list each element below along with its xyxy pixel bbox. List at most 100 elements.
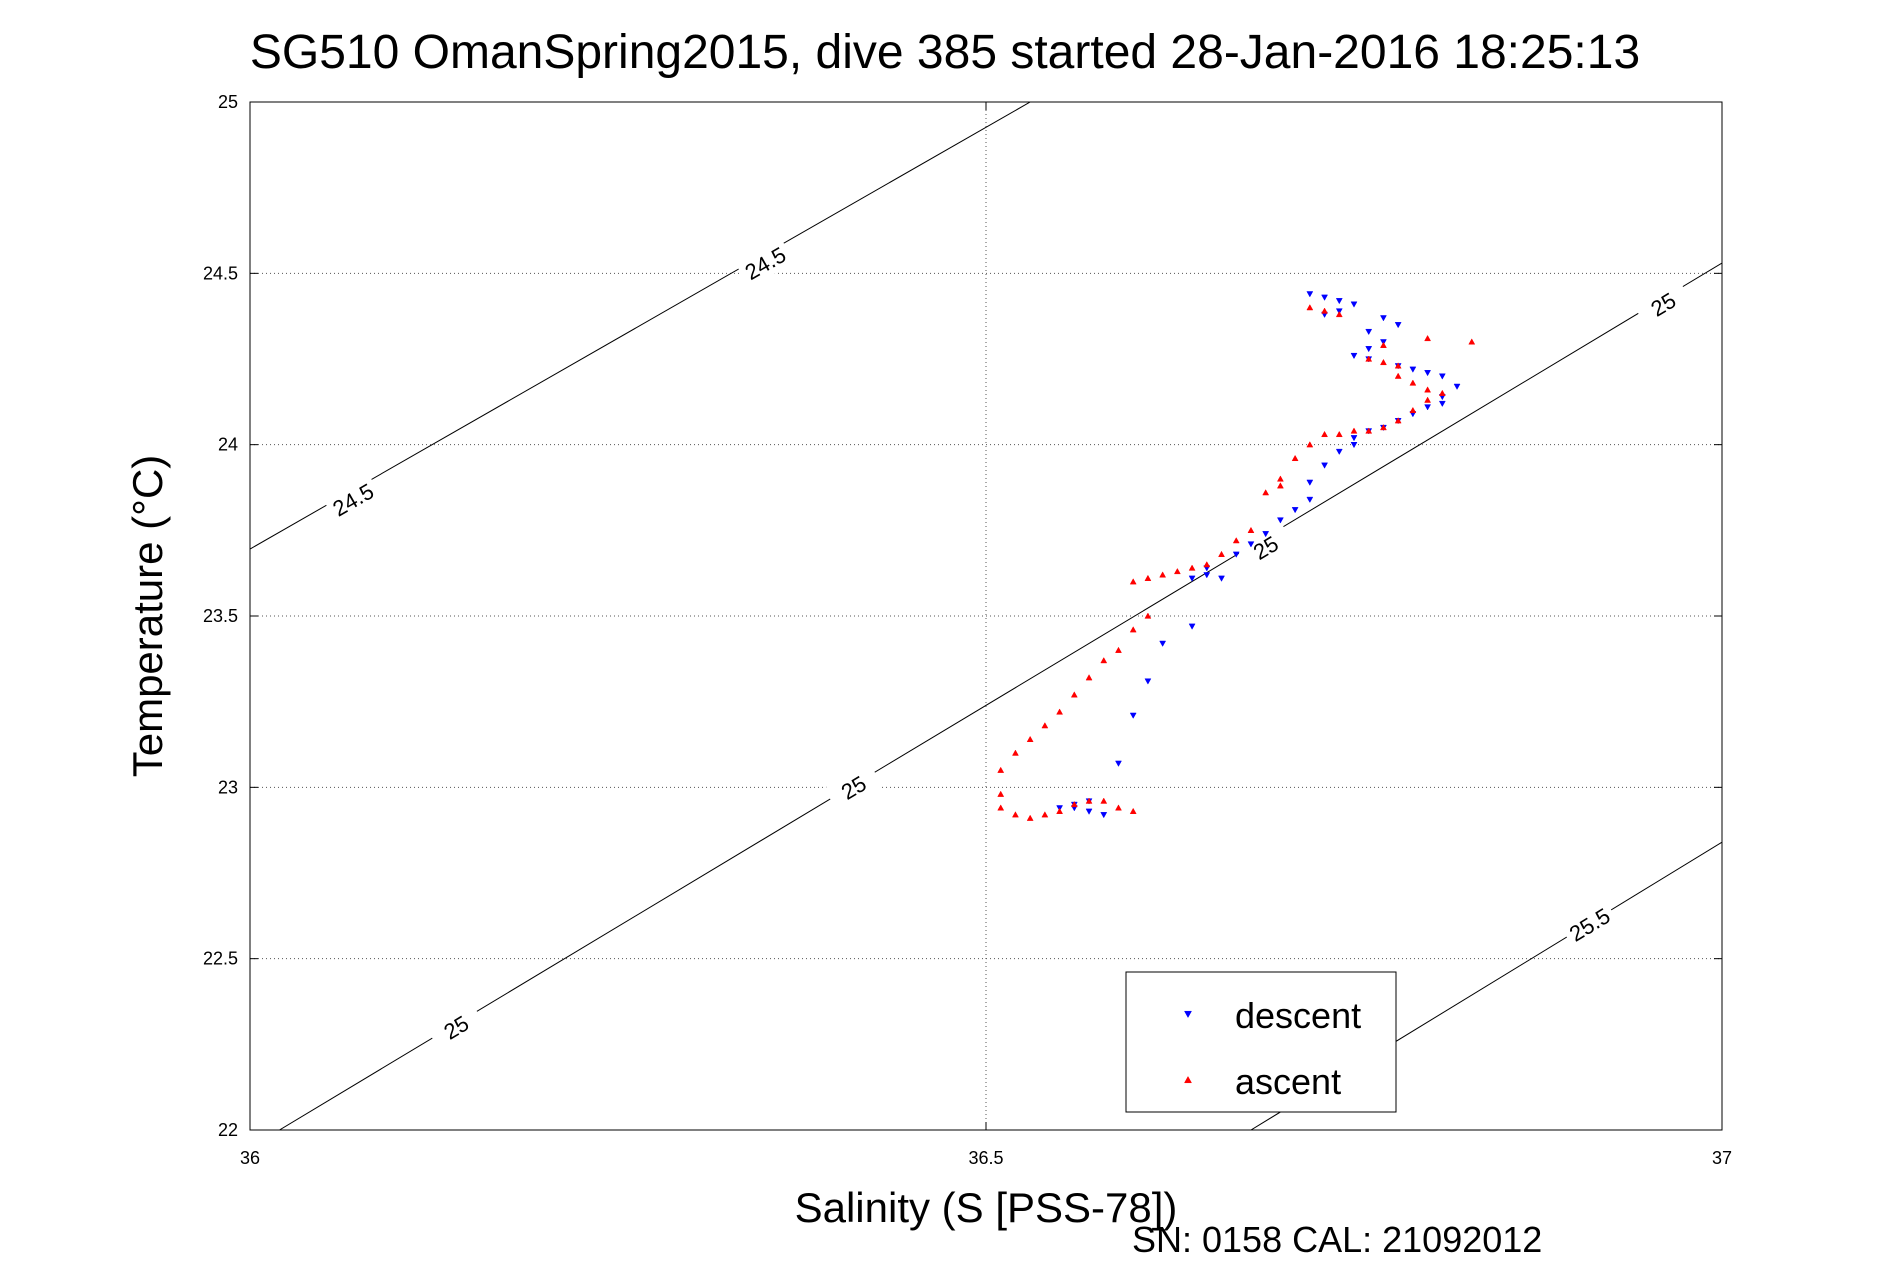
ascent-point bbox=[1247, 526, 1255, 533]
ascent-point bbox=[1115, 804, 1122, 811]
descent-point bbox=[1335, 448, 1343, 456]
x-axis-label: Salinity (S [PSS-78]) bbox=[795, 1184, 1178, 1231]
contour-label-mask bbox=[1633, 278, 1693, 330]
ascent-point bbox=[1218, 550, 1225, 557]
y-tick-label: 24 bbox=[218, 435, 238, 455]
descent-point bbox=[1365, 346, 1373, 353]
data-points bbox=[997, 291, 1476, 821]
descent-point bbox=[1129, 712, 1137, 719]
ascent-point bbox=[1115, 646, 1122, 653]
legend-marker-descent bbox=[1184, 1010, 1192, 1019]
ascent-point bbox=[1203, 561, 1211, 568]
ascent-point bbox=[997, 766, 1005, 773]
axis-ticks: 36 36.5 37 22 22.5 23 23.5 24 24.5 25 bbox=[203, 92, 1732, 1168]
y-tick-label: 22 bbox=[218, 1120, 238, 1140]
descent-point bbox=[1380, 315, 1387, 322]
descent-point bbox=[1321, 294, 1328, 301]
descent-point bbox=[1424, 370, 1432, 377]
contour-label-mask bbox=[426, 1001, 486, 1053]
isopycnal-line bbox=[279, 262, 1722, 1130]
ascent-point bbox=[1438, 389, 1446, 396]
descent-point bbox=[1350, 352, 1358, 360]
descent-point bbox=[1409, 366, 1417, 373]
ascent-point bbox=[1012, 811, 1019, 818]
descent-point bbox=[1365, 328, 1373, 336]
legend-label-ascent: ascent bbox=[1235, 1061, 1341, 1102]
ascent-point bbox=[1394, 417, 1402, 424]
ascent-point bbox=[1335, 430, 1343, 438]
isopycnal-line bbox=[250, 102, 1031, 550]
series-descent bbox=[1056, 291, 1461, 819]
y-axis-label: Temperature (°C) bbox=[124, 455, 171, 778]
ascent-point bbox=[1100, 797, 1108, 804]
ascent-point bbox=[1335, 310, 1343, 318]
descent-point bbox=[1321, 462, 1328, 469]
ascent-point bbox=[997, 790, 1005, 797]
ascent-point bbox=[1085, 674, 1093, 681]
descent-point bbox=[1144, 678, 1152, 685]
y-tick-label: 23 bbox=[218, 777, 238, 797]
ascent-point bbox=[1188, 564, 1196, 571]
descent-point bbox=[1424, 404, 1432, 411]
descent-point bbox=[1453, 383, 1461, 390]
ascent-point bbox=[1424, 334, 1432, 342]
ascent-point bbox=[1380, 424, 1387, 431]
ascent-point bbox=[1144, 612, 1152, 619]
ascent-point bbox=[1291, 454, 1299, 462]
ascent-point bbox=[1070, 800, 1078, 808]
ascent-point bbox=[1394, 372, 1402, 379]
legend-box bbox=[1125, 971, 1397, 1113]
ascent-point bbox=[1262, 489, 1270, 496]
descent-point bbox=[1335, 298, 1343, 305]
ascent-point bbox=[1306, 441, 1314, 448]
descent-point bbox=[1262, 531, 1270, 538]
ascent-point bbox=[1409, 406, 1417, 414]
contour-label-mask bbox=[323, 474, 383, 525]
ascent-point bbox=[1070, 691, 1078, 698]
descent-point bbox=[1350, 301, 1358, 308]
ascent-point bbox=[1306, 304, 1314, 311]
descent-point bbox=[1291, 507, 1299, 514]
y-tick-label: 22.5 bbox=[203, 949, 238, 969]
ascent-point bbox=[1350, 427, 1358, 434]
contour-label-mask bbox=[1560, 898, 1620, 950]
ascent-point bbox=[1129, 578, 1137, 585]
descent-point bbox=[1306, 291, 1314, 298]
descent-point bbox=[1218, 575, 1225, 582]
y-tick-label: 24.5 bbox=[203, 263, 238, 283]
descent-point bbox=[1438, 400, 1446, 408]
ascent-point bbox=[1026, 814, 1034, 821]
ascent-point bbox=[1380, 358, 1387, 366]
series-ascent bbox=[997, 304, 1476, 821]
x-tick-label: 36 bbox=[240, 1148, 260, 1168]
ascent-point bbox=[1144, 574, 1152, 581]
descent-point bbox=[1247, 541, 1255, 548]
descent-point bbox=[1115, 760, 1122, 767]
descent-point bbox=[1350, 435, 1358, 442]
descent-point bbox=[1350, 442, 1358, 449]
ascent-point bbox=[1365, 355, 1373, 362]
ascent-point bbox=[1026, 735, 1034, 743]
ascent-point bbox=[1173, 567, 1181, 575]
ascent-point bbox=[1056, 708, 1064, 715]
chart-title: SG510 OmanSpring2015, dive 385 started 2… bbox=[250, 26, 1640, 79]
contour-label-mask bbox=[735, 237, 795, 289]
ascent-point bbox=[1159, 571, 1167, 578]
descent-point bbox=[1306, 496, 1314, 504]
descent-point bbox=[1085, 808, 1093, 815]
ascent-point bbox=[1012, 749, 1019, 756]
descent-point bbox=[1203, 572, 1211, 579]
descent-point bbox=[1100, 812, 1108, 819]
ascent-point bbox=[1321, 307, 1328, 314]
legend-markers bbox=[1184, 1010, 1192, 1084]
descent-point bbox=[1306, 479, 1314, 486]
contour-label-mask bbox=[824, 761, 884, 813]
x-tick-label: 36.5 bbox=[968, 1148, 1003, 1168]
ascent-point bbox=[1424, 396, 1432, 403]
ascent-point bbox=[1056, 807, 1064, 814]
ascent-point bbox=[1085, 797, 1093, 804]
descent-point bbox=[1159, 640, 1167, 647]
ascent-point bbox=[1129, 807, 1137, 814]
